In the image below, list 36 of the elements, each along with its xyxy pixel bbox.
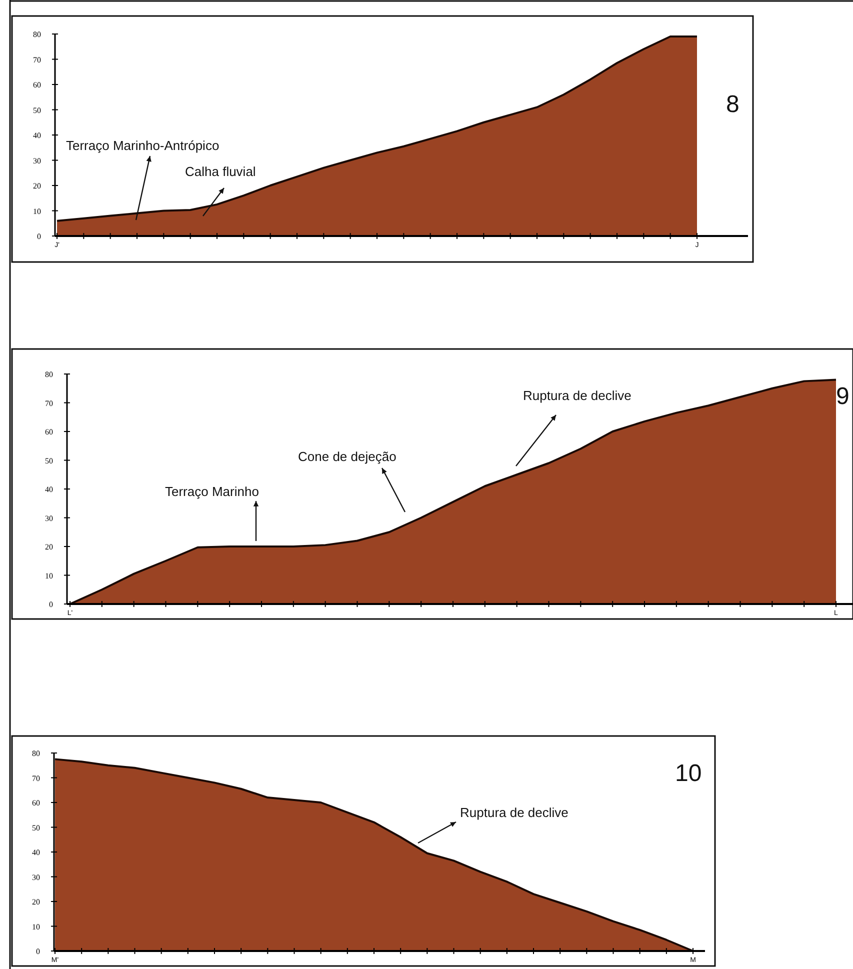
y-tick-label: 40 [32,848,40,857]
y-tick-label: 40 [33,131,41,140]
y-tick-label: 80 [33,30,41,39]
y-tick-label: 10 [33,206,41,216]
annotation: Terraço Marinho-Antrópico [66,138,220,153]
y-tick-label: 20 [32,898,40,906]
y-tick-label: 70 [33,55,41,64]
y-tick-label: 10 [32,922,40,932]
y-tick-label: 0 [49,600,53,609]
y-tick-label: 30 [33,156,41,166]
annotation: Terraço Marinho [165,484,259,499]
y-tick-label: 70 [32,774,40,783]
y-tick-label: 80 [45,370,53,379]
y-tick-label: 50 [33,106,41,115]
annotation: Ruptura de declive [523,388,632,403]
y-tick-label: 60 [32,798,40,808]
y-tick-label: 50 [32,823,40,832]
annotation: Calha fluvial [185,164,256,179]
y-tick-label: 40 [45,485,53,494]
y-tick-label: 60 [45,428,53,436]
y-tick-label: 60 [33,80,41,90]
y-tick-label: 20 [33,182,41,190]
y-tick-label: 50 [45,456,53,466]
y-tick-label: 10 [45,571,53,580]
y-tick-label: 70 [45,398,53,408]
annotation: Ruptura de declive [460,805,568,820]
y-tick-label: 20 [45,542,53,552]
y-tick-label: 0 [36,947,40,956]
y-tick-label: 0 [37,232,41,241]
y-tick-label: 30 [45,514,53,523]
annotation: Cone de dejeção [298,449,396,464]
annotation: 10 [675,760,702,787]
annotation: 9 [836,383,850,410]
y-tick-label: 30 [32,872,40,882]
y-tick-label: 80 [32,749,40,758]
text: 8 [726,91,740,118]
